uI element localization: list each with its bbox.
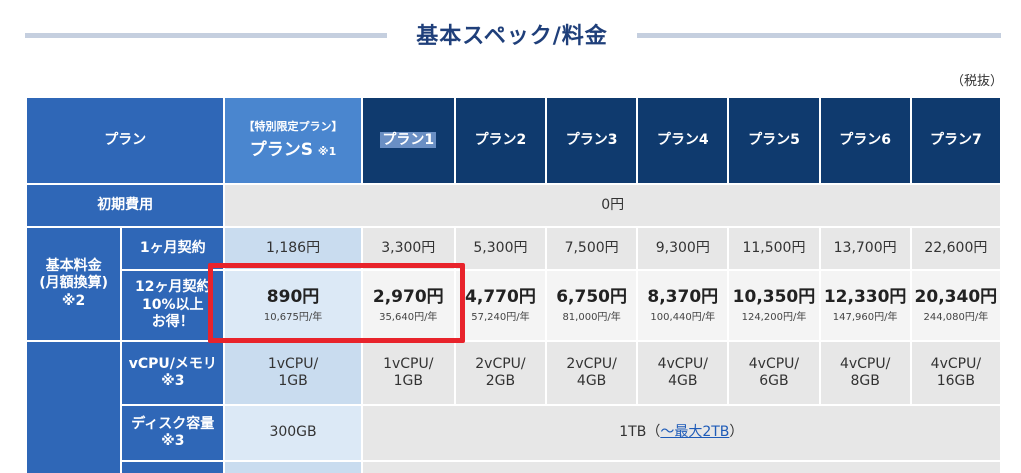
- header-plan-4: プラン4: [638, 98, 728, 183]
- disk-label: ディスク容量 ※3: [122, 406, 224, 460]
- disk-row: ディスク容量 ※3 300GB 1TB（〜最大2TB）: [27, 406, 1000, 460]
- vcpu-value: 4vCPU/4GB: [638, 342, 728, 404]
- special-plan-name: プランS: [249, 139, 314, 160]
- header-plan-1: プラン1: [362, 98, 454, 183]
- monthly-price: 5,300円: [455, 228, 546, 269]
- special-plan-tag: 【特別限定プラン】: [243, 120, 343, 133]
- yearly-price-cell: 12,330円 147,960円/年: [820, 271, 910, 340]
- yearly-price-cell: 10,350円 124,200円/年: [729, 271, 819, 340]
- yearly-price-cell: 8,370円 100,440円/年: [638, 271, 728, 340]
- yearly-contract-label: 12ヶ月契約 10%以上 お得！: [122, 271, 224, 340]
- disk-value-special: 300GB: [225, 406, 361, 460]
- header-plan-label: プラン: [27, 98, 224, 183]
- monthly-price: 9,300円: [638, 228, 728, 269]
- disk-value-others: 1TB（〜最大2TB）: [362, 406, 1000, 460]
- yearly-price-cell: 2,970円 35,640円/年: [362, 271, 454, 340]
- yearly-fee-row: 12ヶ月契約 10%以上 お得！ 890円 10,675円/年 2,970円 3…: [27, 271, 1000, 340]
- monthly-price: 22,600円: [911, 228, 1000, 269]
- vcpu-value: 2vCPU/4GB: [547, 342, 637, 404]
- vcpu-value: 1vCPU/1GB: [225, 342, 361, 404]
- section-title: 基本スペック/料金: [416, 24, 608, 49]
- vcpu-label: vCPU/メモリ ※3: [122, 342, 224, 404]
- discount-note-2: お得！: [151, 314, 194, 331]
- vcpu-value: 4vCPU/16GB: [911, 342, 1000, 404]
- monthly-contract-label: 1ヶ月契約: [122, 228, 224, 269]
- discount-note: 10%以上: [142, 296, 204, 313]
- vcpu-value: 2vCPU/2GB: [455, 342, 546, 404]
- spec-side-label: [27, 342, 121, 473]
- special-plan-mark: ※1: [317, 144, 337, 158]
- header-plan-5: プラン5: [729, 98, 819, 183]
- initial-fee-row: 初期費用 0円: [27, 185, 1000, 226]
- vcpu-value: 1vCPU/1GB: [362, 342, 454, 404]
- next-row-label: [122, 462, 224, 473]
- monthly-price: 3,300円: [362, 228, 454, 269]
- yearly-price-cell: 4,770円 57,240円/年: [455, 271, 546, 340]
- next-row-special: [225, 462, 361, 473]
- next-row-partial: [27, 462, 1000, 473]
- monthly-fee-row: 基本料金 (月額換算) ※2 1ヶ月契約 1,186円 3,300円 5,300…: [27, 228, 1000, 340]
- disk-max-link[interactable]: 〜最大2TB: [660, 424, 730, 441]
- monthly-price: 1,186円: [225, 228, 361, 269]
- header-plan-6: プラン6: [820, 98, 910, 183]
- header-plan-2: プラン2: [455, 98, 546, 183]
- title-divider-right: [637, 33, 1001, 38]
- monthly-price: 13,700円: [820, 228, 910, 269]
- vcpu-row: vCPU/メモリ ※3 1vCPU/1GB 1vCPU/1GB 2vCPU/2G…: [27, 342, 1000, 473]
- basic-fee-label: 基本料金 (月額換算) ※2: [27, 228, 121, 340]
- tax-note: （税抜）: [950, 74, 1003, 89]
- next-row-others: [362, 462, 1000, 473]
- initial-fee-value: 0円: [225, 185, 1000, 226]
- vcpu-value: 4vCPU/8GB: [820, 342, 910, 404]
- vcpu-value: 4vCPU/6GB: [729, 342, 819, 404]
- yearly-price-cell: 890円 10,675円/年: [225, 271, 361, 340]
- section-title-row: 基本スペック/料金: [0, 14, 1021, 54]
- yearly-price-cell: 6,750円 81,000円/年: [547, 271, 637, 340]
- monthly-price: 11,500円: [729, 228, 819, 269]
- spec-price-table: プラン 【特別限定プラン】 プランS ※1 プラン1 プラン2 プラン3 プラン…: [25, 96, 1002, 473]
- header-plan-3: プラン3: [547, 98, 637, 183]
- title-divider-left: [25, 33, 387, 38]
- header-plan-s: 【特別限定プラン】 プランS ※1: [225, 98, 361, 183]
- table-header-row: プラン 【特別限定プラン】 プランS ※1 プラン1 プラン2 プラン3 プラン…: [27, 98, 1000, 183]
- yearly-price-cell: 20,340円 244,080円/年: [911, 271, 1000, 340]
- initial-fee-label: 初期費用: [27, 185, 224, 226]
- monthly-price: 7,500円: [547, 228, 637, 269]
- header-plan-7: プラン7: [911, 98, 1000, 183]
